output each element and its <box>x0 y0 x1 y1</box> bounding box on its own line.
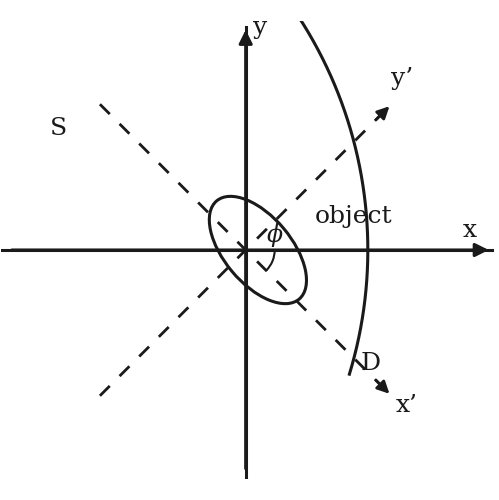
Text: S: S <box>50 117 67 140</box>
Text: x’: x’ <box>395 394 417 417</box>
Text: y’: y’ <box>391 66 413 90</box>
Text: D: D <box>360 352 380 375</box>
Text: y: y <box>253 16 267 40</box>
Text: ϕ: ϕ <box>267 222 283 246</box>
Text: x: x <box>463 220 477 242</box>
Text: object: object <box>314 205 392 228</box>
